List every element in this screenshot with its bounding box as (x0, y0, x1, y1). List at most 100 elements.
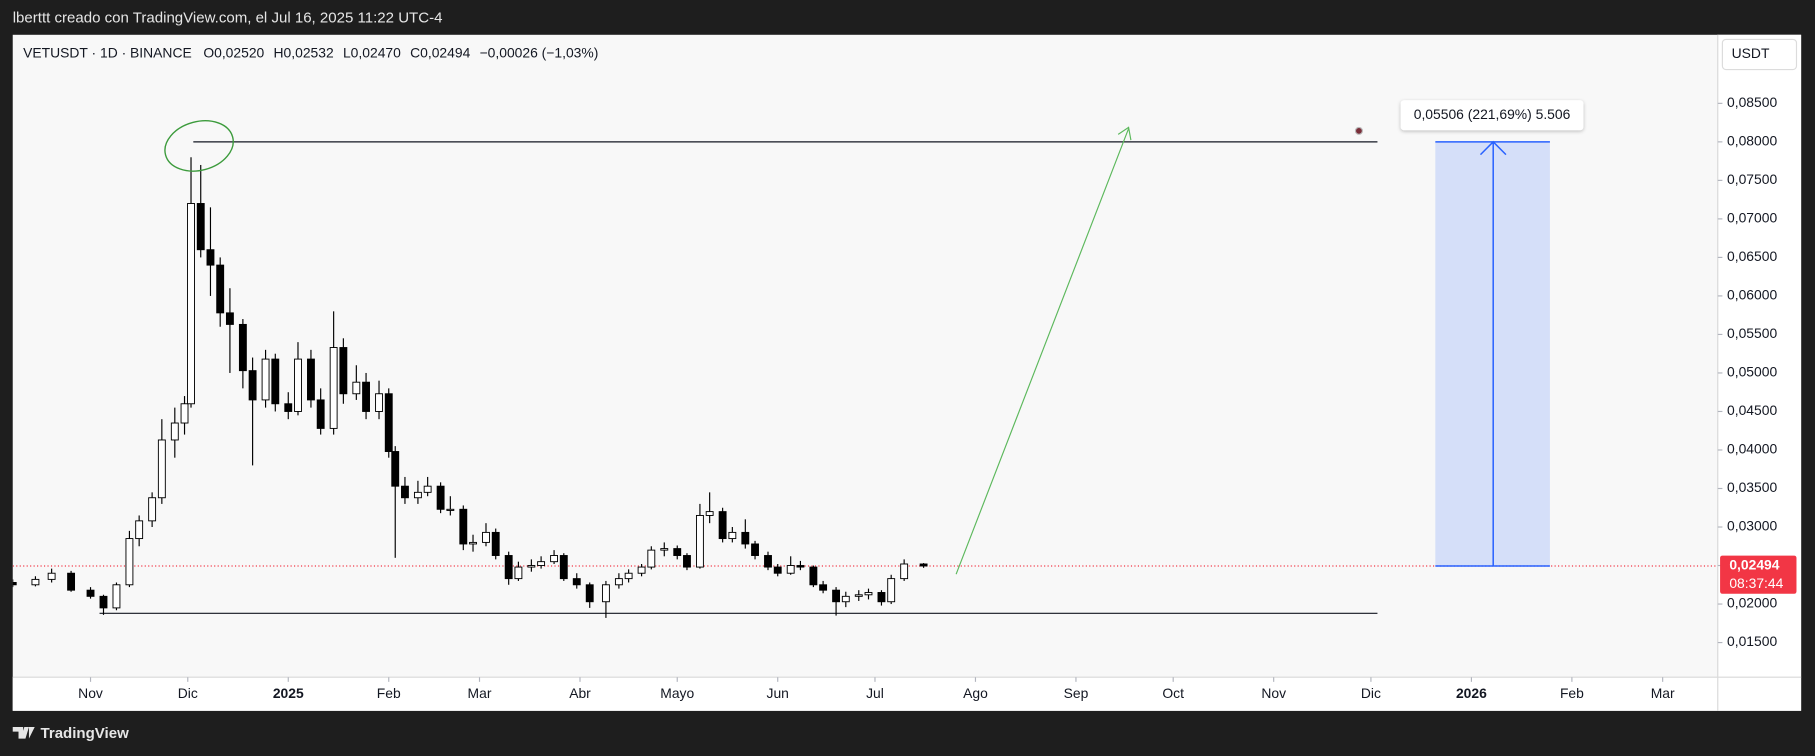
x-tick-label: Jun (767, 685, 789, 701)
candle-body (728, 531, 737, 540)
x-tick-label: Feb (1560, 685, 1584, 701)
highlight-ellipse (164, 120, 234, 172)
candle-body (362, 381, 370, 412)
candle-body (819, 584, 828, 591)
x-tick-label: Nov (1261, 685, 1286, 701)
candle-body (375, 393, 383, 412)
projection-arrowhead (1117, 126, 1132, 141)
candle-body (764, 555, 772, 568)
x-tick-label: Mar (468, 685, 492, 701)
price-axis-panel (1717, 34, 1802, 711)
candle-body (773, 566, 782, 574)
candle-body (307, 358, 315, 401)
brand: TradingView (12, 725, 130, 742)
candle-body (446, 508, 455, 511)
currency-box[interactable] (1721, 38, 1798, 71)
candle-body (436, 485, 445, 510)
candle-body (216, 264, 225, 314)
candle-body (559, 555, 568, 580)
candle-body (125, 538, 134, 586)
candle-body (271, 358, 280, 405)
annotations (164, 120, 1363, 575)
candle-body (514, 566, 523, 580)
candle-body (459, 508, 468, 545)
candle-body (751, 543, 759, 556)
candle-body (695, 514, 704, 568)
x-tick-label: Dic (178, 685, 198, 701)
ohlc-close: C0,02494 (410, 44, 470, 60)
candle-body (67, 572, 76, 591)
candle-body (423, 485, 432, 493)
projection-arrow (955, 128, 1130, 575)
candle-body (148, 497, 157, 522)
candle-body (86, 589, 95, 597)
measure-arrowhead (1479, 140, 1507, 156)
candle-body (391, 451, 400, 487)
candle-body (196, 203, 205, 251)
candle-body (614, 578, 623, 586)
candle-body (99, 595, 108, 609)
candle-body (647, 549, 656, 568)
y-tick-label: 0,07500 (1727, 171, 1777, 187)
ohlc-open: O0,02520 (203, 44, 264, 60)
x-tick-label: Mayo (660, 685, 694, 701)
ohlc-low: L0,02470 (343, 44, 401, 60)
last-price-badge (1720, 555, 1797, 594)
candle-body (157, 439, 166, 499)
x-tick-label: Feb (377, 685, 401, 701)
candle-body (624, 572, 633, 580)
candle-body (339, 347, 348, 395)
candle-body (316, 399, 325, 429)
candle-body (206, 249, 215, 266)
y-tick-label: 0,08000 (1727, 133, 1777, 149)
candle-body (877, 592, 886, 603)
y-tick-label: 0,04000 (1727, 441, 1777, 457)
candle-body (352, 381, 361, 395)
candle-body (796, 565, 805, 568)
x-tick-label: Ago (963, 685, 988, 701)
candle-body (832, 589, 841, 603)
x-tick-label: Mar (1651, 685, 1675, 701)
candle-body (469, 541, 477, 545)
candle-body (491, 531, 500, 556)
y-tick-label: 0,02000 (1727, 595, 1777, 611)
candle-body (135, 520, 144, 540)
y-tick-label: 0,05000 (1727, 364, 1777, 380)
candle-body (741, 531, 750, 545)
countdown-label: 08:37:44 (1729, 575, 1783, 591)
candle-body (673, 548, 682, 556)
measure-label-box (1400, 100, 1584, 131)
marker-dot (1354, 126, 1363, 135)
candle-body (864, 592, 873, 596)
symbol: VETUSDT · 1D · BINANCE (23, 44, 192, 60)
candle-body (12, 582, 17, 586)
candle-body (284, 403, 293, 412)
legend-line: VETUSDT · 1D · BINANCE O0,02520 H0,02532 L0… (23, 44, 598, 60)
candle-body (504, 555, 513, 580)
candle-body (550, 555, 559, 563)
y-tick-label: 0,06500 (1727, 248, 1777, 264)
x-tick-label: 2026 (1456, 685, 1487, 701)
axes: 0,015000,020000,025000,030000,035000,040… (78, 94, 1797, 701)
y-tick-label: 0,05500 (1727, 325, 1777, 341)
brand-name: TradingView (41, 725, 130, 742)
time-axis-panel (12, 677, 1718, 711)
candle-body (683, 555, 691, 568)
candle-body (294, 358, 302, 412)
candle-body (718, 511, 727, 540)
candle-body (112, 584, 121, 609)
x-tick-label: Abr (569, 685, 591, 701)
candle-body (261, 358, 270, 401)
y-tick-label: 0,08500 (1727, 94, 1777, 110)
candle-body (637, 566, 646, 574)
candle-body (238, 323, 247, 372)
candle-body (919, 563, 928, 567)
x-tick-label: Nov (78, 685, 103, 701)
candle-body (384, 393, 393, 452)
credit: lberttt creado con TradingView.com, el J… (13, 10, 443, 27)
x-tick-label: 2025 (273, 685, 304, 701)
candle-body (225, 312, 234, 325)
candle-body (786, 565, 795, 574)
x-tick-label: Sep (1064, 685, 1089, 701)
